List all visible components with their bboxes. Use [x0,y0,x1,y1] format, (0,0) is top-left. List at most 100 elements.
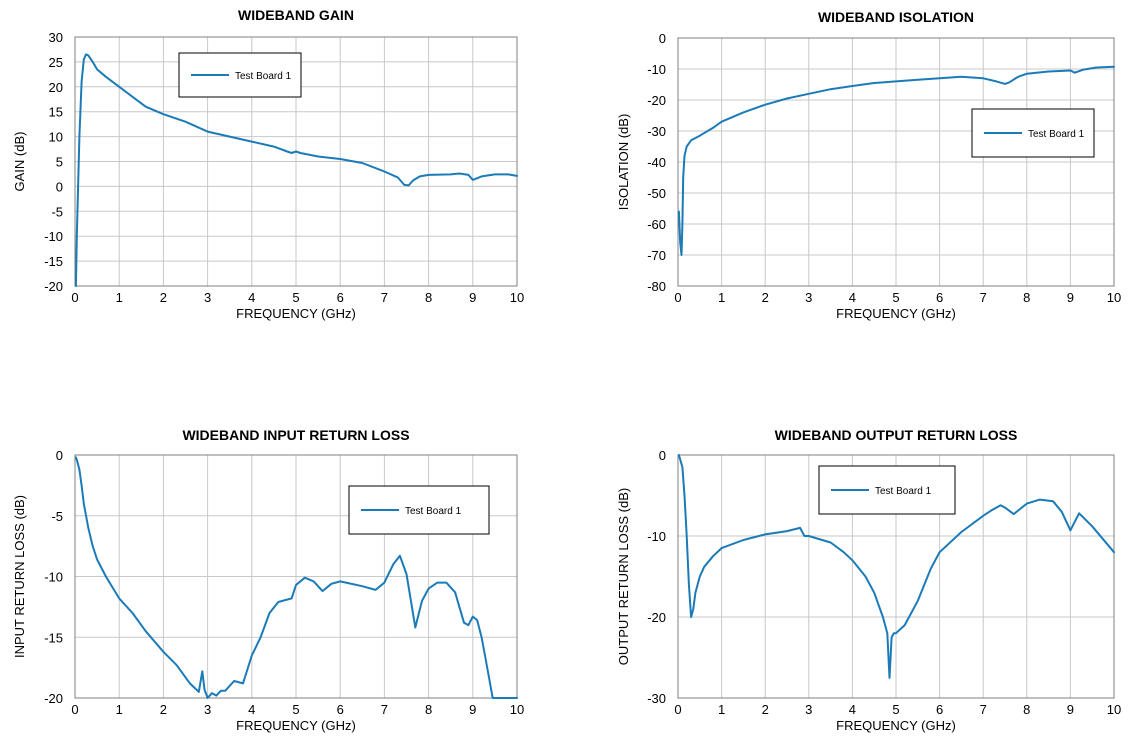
y-tick-label: -30 [647,691,666,706]
x-axis-label: FREQUENCY (GHz) [836,306,956,321]
y-tick-label: 15 [49,105,63,120]
y-axis-label: ISOLATION (dB) [616,114,631,211]
chart-3: WIDEBAND INPUT RETURN LOSS 0 1 2 3 4 5 6 7 8 9 10 -2… [12,427,524,733]
y-tick-label: 30 [49,30,63,45]
y-tick-label: 0 [659,448,666,463]
chart-title: WIDEBAND ISOLATION [818,9,974,25]
x-tick-label: 10 [1107,290,1121,305]
y-tick-label: 5 [56,155,63,170]
x-tick-label: 6 [337,290,344,305]
x-tick-label: 0 [674,290,681,305]
chart-2: WIDEBAND ISOLATION 0 1 2 3 4 5 6 7 8 9 10 -80 -70 -60 -… [616,9,1121,321]
x-tick-label: 4 [248,290,255,305]
x-axis-label: FREQUENCY (GHz) [836,718,956,733]
x-tick-label: 3 [805,290,812,305]
y-tick-label: -10 [647,529,666,544]
y-tick-label: -15 [44,254,63,269]
x-tick-label: 8 [1023,702,1030,717]
x-tick-label: 8 [1023,290,1030,305]
x-tick-label: 5 [892,290,899,305]
x-tick-label: 1 [116,702,123,717]
x-tick-label: 2 [160,702,167,717]
x-tick-label: 0 [674,702,681,717]
x-tick-label: 6 [337,702,344,717]
legend-label: Test Board 1 [875,486,932,497]
legend: Test Board 1 [971,108,1095,158]
y-tick-label: -20 [647,93,666,108]
y-tick-label: -5 [51,204,63,219]
x-tick-label: 1 [718,702,725,717]
y-tick-label: -15 [44,630,63,645]
y-tick-label: 0 [659,31,666,46]
y-axis-label: INPUT RETURN LOSS (dB) [12,495,27,658]
plot-frame [74,36,518,287]
y-tick-label: -20 [44,279,63,294]
x-tick-label: 6 [936,290,943,305]
x-tick-label: 4 [849,702,856,717]
chart-title: WIDEBAND OUTPUT RETURN LOSS [775,427,1018,443]
y-tick-label: 10 [49,130,63,145]
y-tick-label: -20 [44,691,63,706]
y-tick-label: -20 [647,610,666,625]
legend-label: Test Board 1 [1028,129,1085,140]
x-tick-label: 0 [71,290,78,305]
series-line [677,65,1115,256]
x-tick-label: 7 [980,702,987,717]
x-tick-label: 10 [510,290,524,305]
chart-title: WIDEBAND INPUT RETURN LOSS [182,427,409,443]
x-tick-label: 8 [425,290,432,305]
plot-frame [677,37,1115,287]
x-tick-label: 1 [718,290,725,305]
y-tick-label: -10 [647,62,666,77]
x-tick-label: 2 [160,290,167,305]
x-tick-label: 3 [204,290,211,305]
x-tick-label: 2 [762,702,769,717]
chart-title: WIDEBAND GAIN [238,7,354,23]
y-tick-label: -40 [647,155,666,170]
x-tick-label: 5 [892,702,899,717]
y-tick-label: -10 [44,229,63,244]
x-tick-label: 7 [381,702,388,717]
y-tick-label: -10 [44,570,63,585]
y-tick-label: 0 [56,179,63,194]
x-tick-label: 7 [980,290,987,305]
y-tick-label: 20 [49,80,63,95]
x-tick-label: 6 [936,702,943,717]
x-tick-label: 7 [381,290,388,305]
x-tick-label: 4 [849,290,856,305]
y-axis-label: OUTPUT RETURN LOSS (dB) [616,488,631,665]
y-tick-label: -30 [647,124,666,139]
x-tick-label: 5 [292,702,299,717]
x-tick-label: 1 [116,290,123,305]
legend: Test Board 1 [348,485,490,535]
x-tick-label: 3 [204,702,211,717]
y-axis-label: GAIN (dB) [12,132,27,192]
y-tick-label: -60 [647,217,666,232]
chart-4: WIDEBAND OUTPUT RETURN LOSS 0 1 2 3 4 5 6 7 8 9 10 -… [616,427,1121,733]
x-tick-label: 10 [1107,702,1121,717]
y-tick-label: -5 [51,509,63,524]
y-tick-label: -70 [647,248,666,263]
legend: Test Board 1 [178,52,302,98]
legend: Test Board 1 [818,465,956,515]
x-tick-label: 3 [805,702,812,717]
y-tick-label: 0 [56,448,63,463]
x-tick-label: 0 [71,702,78,717]
chart-1: WIDEBAND GAIN 0 1 2 3 4 5 6 7 8 9 10 -20 -15 -10 -5 0 5 10… [12,7,524,321]
x-axis-label: FREQUENCY (GHz) [236,718,356,733]
series-line [74,456,518,699]
x-tick-label: 9 [469,290,476,305]
x-tick-label: 9 [1067,290,1074,305]
series-line [677,454,1115,679]
x-tick-label: 9 [1067,702,1074,717]
series-line [74,53,518,287]
legend-label: Test Board 1 [405,506,462,517]
x-tick-label: 2 [762,290,769,305]
plot-frame [74,454,518,699]
x-tick-label: 4 [248,702,255,717]
x-axis-label: FREQUENCY (GHz) [236,306,356,321]
plot-frame [677,454,1115,699]
legend-label: Test Board 1 [235,71,292,82]
y-tick-label: 25 [49,55,63,70]
